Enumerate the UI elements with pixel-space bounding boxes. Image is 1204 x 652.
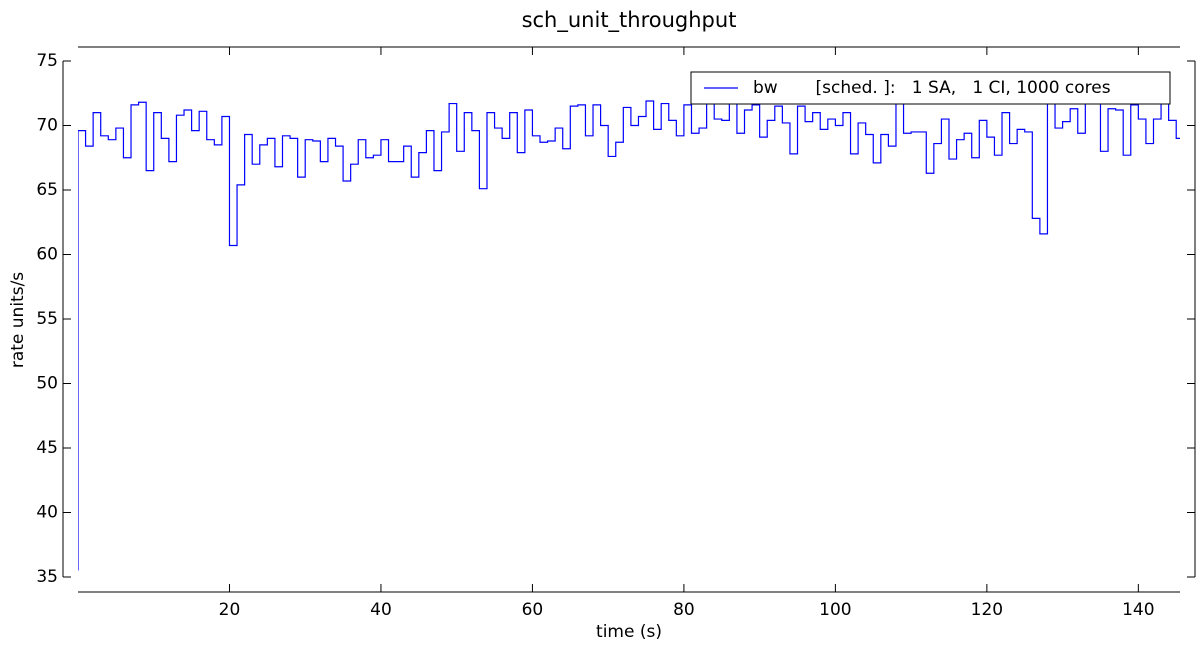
y-tick-label: 45 — [36, 438, 58, 458]
x-tick-label: 20 — [219, 600, 241, 620]
x-tick-label: 120 — [971, 600, 1003, 620]
y-axis-label: rate units/s — [8, 272, 28, 368]
legend-box — [690, 71, 1171, 105]
y-tick-label: 70 — [36, 116, 58, 136]
y-tick-label: 35 — [36, 567, 58, 587]
legend-label: bw [sched. ]: 1 SA, 1 CI, 1000 cores — [753, 78, 1111, 98]
y-tick-label: 60 — [36, 245, 58, 265]
y-tick-label: 75 — [36, 51, 58, 71]
x-tick-label: 40 — [370, 600, 392, 620]
x-tick-label: 100 — [819, 600, 851, 620]
plot-area — [78, 99, 1180, 571]
x-tick-label: 80 — [673, 600, 695, 620]
chart-title: sch_unit_throughput — [522, 8, 737, 33]
y-tick-label: 50 — [36, 374, 58, 394]
x-tick-label: 140 — [1122, 600, 1154, 620]
y-tick-label: 40 — [36, 503, 58, 523]
x-axis-label: time (s) — [596, 622, 662, 642]
y-tick-label: 55 — [36, 309, 58, 329]
y-tick-label: 65 — [36, 180, 58, 200]
x-tick-label: 60 — [522, 600, 544, 620]
step-line — [78, 99, 1180, 571]
